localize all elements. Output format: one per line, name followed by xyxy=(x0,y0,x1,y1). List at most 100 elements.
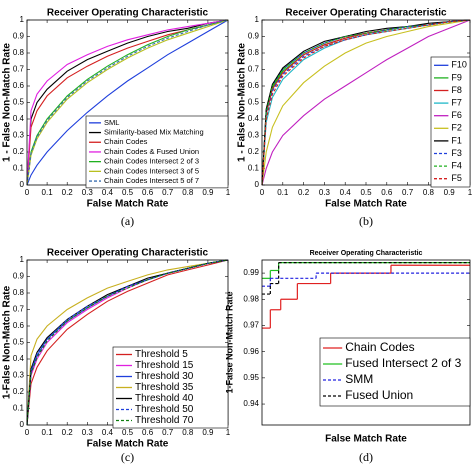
y-tick-label: 0 xyxy=(20,420,25,429)
x-tick-label: 0.2 xyxy=(62,428,74,437)
y-tick-label: 0.1 xyxy=(248,164,260,173)
caption: (c) xyxy=(121,450,134,464)
y-tick-label: 0.4 xyxy=(13,114,25,123)
y-tick-label: 0.98 xyxy=(243,294,259,303)
legend-label: F4 xyxy=(451,160,462,170)
roc-curve xyxy=(26,19,229,186)
legend-label: Chain Codes xyxy=(345,340,414,354)
subplot: 0 0.1 0.2 0.3 0.4 0.5 0.6 0.7 0.8 0.9 1 0 0.1 0.2 0.3 0… xyxy=(2,248,231,464)
y-tick-label: 0.6 xyxy=(13,81,25,90)
legend-label: Threshold 30 xyxy=(135,371,194,382)
x-tick-label: 0.6 xyxy=(381,188,393,197)
y-axis-label: 1-False Non-Match Rate xyxy=(2,285,13,399)
y-tick-label: 0.99 xyxy=(243,268,259,277)
y-tick-label: 1 xyxy=(20,15,25,24)
legend: Chain Codes Fused Intersect 2 of 3 SMM Fuse… xyxy=(319,337,471,407)
y-tick-label: 0.3 xyxy=(248,131,260,140)
legend-label: F7 xyxy=(451,97,462,107)
legend-box xyxy=(112,346,229,429)
legend-label: Threshold 40 xyxy=(135,393,194,404)
x-tick-label: 0.8 xyxy=(182,428,194,437)
roc-curve xyxy=(261,19,471,186)
roc-curve xyxy=(26,259,229,426)
legend-label: Threshold 35 xyxy=(135,382,194,393)
y-tick-label: 0.7 xyxy=(248,65,260,74)
y-tick-label: 0.8 xyxy=(248,48,260,57)
x-tick-label: 0.4 xyxy=(102,428,114,437)
x-tick-label: 0.8 xyxy=(182,188,194,197)
legend-label: Chain Codes xyxy=(104,137,148,146)
legend-label: Threshold 15 xyxy=(135,360,194,371)
x-tick-label: 0.6 xyxy=(142,428,154,437)
y-tick-label: 0.7 xyxy=(13,65,25,74)
y-axis-label: 1 - False Non-Match Rate xyxy=(2,43,13,162)
y-tick-label: 0.6 xyxy=(248,81,260,90)
roc-curve xyxy=(261,19,471,186)
y-tick-label: 0 xyxy=(255,180,260,189)
roc-curve xyxy=(26,19,229,186)
x-tick-label: 0.7 xyxy=(402,188,414,197)
x-tick-label: 0.3 xyxy=(82,428,94,437)
chart-title: Receiver Operating Characteristic xyxy=(285,8,447,19)
y-tick-label: 0.8 xyxy=(13,288,25,297)
x-tick-label: 0.7 xyxy=(162,428,174,437)
x-tick-label: 0.2 xyxy=(62,188,74,197)
legend-label: Threshold 5 xyxy=(135,349,188,360)
x-tick-label: 0 xyxy=(25,188,30,197)
legend-label: F1 xyxy=(451,135,462,145)
legend-label: F3 xyxy=(451,148,462,158)
x-tick-label: 0.3 xyxy=(82,188,94,197)
caption: (a) xyxy=(121,214,134,228)
legend-label: F5 xyxy=(451,173,462,183)
chart-title: Receiver Operating Characteristic xyxy=(47,248,209,259)
legend-label: F9 xyxy=(451,72,462,82)
chart-title: Receiver Operating Characteristic xyxy=(310,250,423,257)
x-axis-label: False Match Rate xyxy=(325,199,407,210)
caption: (d) xyxy=(359,450,373,464)
legend-label: Chain Codes Intersect 3 of 5 xyxy=(104,166,199,175)
y-tick-label: 0.7 xyxy=(13,305,25,314)
y-tick-label: 1 xyxy=(20,255,25,264)
y-tick-label: 0.1 xyxy=(13,164,25,173)
y-tick-label: 0.96 xyxy=(243,347,259,356)
x-tick-label: 1 xyxy=(468,188,473,197)
legend-label: F2 xyxy=(451,123,462,133)
y-tick-label: 0.2 xyxy=(13,147,25,156)
y-tick-label: 0.6 xyxy=(13,321,25,330)
x-axis-label: False Match Rate xyxy=(325,434,407,445)
y-tick-label: 0.9 xyxy=(13,272,25,281)
legend-label: Chain Codes Intersect 2 of 3 xyxy=(104,157,199,166)
x-tick-label: 0.9 xyxy=(444,188,456,197)
roc-curve xyxy=(261,19,471,186)
x-tick-label: 0.7 xyxy=(162,188,174,197)
legend-label: Chain Codes Intersect 5 of 7 xyxy=(104,176,199,185)
y-tick-label: 0.2 xyxy=(13,387,25,396)
x-tick-label: 0.8 xyxy=(423,188,435,197)
x-tick-label: 1 xyxy=(226,188,231,197)
y-tick-label: 0 xyxy=(20,180,25,189)
y-tick-label: 0.97 xyxy=(243,321,259,330)
legend-label: Threshold 70 xyxy=(135,415,194,426)
x-axis-label: False Match Rate xyxy=(87,199,169,210)
x-tick-label: 0.5 xyxy=(122,428,134,437)
y-tick-label: 0.95 xyxy=(243,373,259,382)
roc-curve xyxy=(26,259,229,426)
legend-label: Chain Codes & Fused Union xyxy=(104,147,199,156)
roc-curve xyxy=(26,19,229,186)
x-tick-label: 0.1 xyxy=(277,188,289,197)
x-tick-label: 0.9 xyxy=(202,428,214,437)
roc-curve xyxy=(261,19,471,186)
roc-curve xyxy=(26,259,229,426)
y-tick-label: 0.5 xyxy=(13,338,25,347)
legend-label: F6 xyxy=(451,110,462,120)
x-tick-label: 0.4 xyxy=(340,188,352,197)
x-tick-label: 0.1 xyxy=(42,188,54,197)
x-tick-label: 0.5 xyxy=(122,188,134,197)
x-tick-label: 0.1 xyxy=(42,428,54,437)
legend-label: Threshold 50 xyxy=(135,404,194,415)
subplot: 0.94 0.95 0.96 0.97 0.98 0.99 Receiver Operati… xyxy=(224,250,471,464)
x-tick-label: 1 xyxy=(226,428,231,437)
